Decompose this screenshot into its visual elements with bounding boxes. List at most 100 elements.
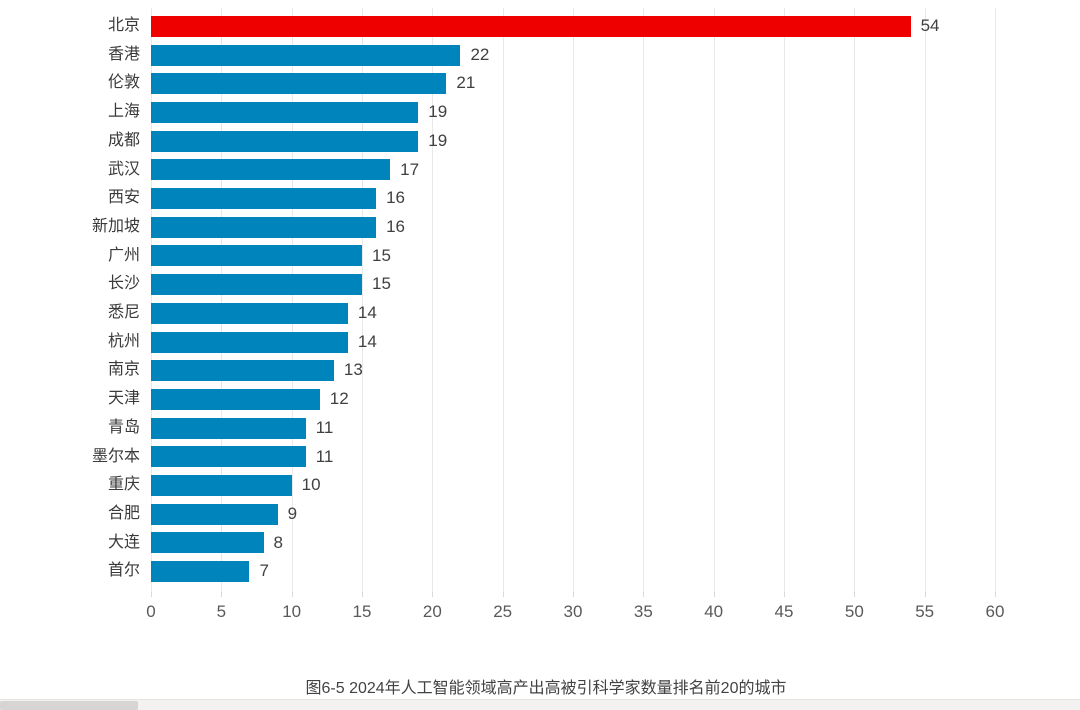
category-label: 悉尼	[107, 304, 140, 321]
bar	[151, 73, 447, 95]
category-label: 杭州	[107, 332, 140, 350]
x-tick-label: 45	[774, 602, 794, 621]
value-label: 14	[357, 331, 377, 351]
value-label: 8	[273, 532, 283, 552]
bar	[151, 388, 320, 410]
x-tick-label: 25	[493, 602, 513, 621]
category-label: 广州	[107, 246, 140, 264]
value-label: 54	[920, 16, 940, 35]
gridline	[573, 8, 574, 592]
axis-tick-mark	[432, 592, 434, 597]
value-label: 19	[428, 102, 448, 122]
gridline	[151, 8, 152, 592]
axis-tick-mark	[221, 592, 223, 597]
x-tick-label: 15	[352, 602, 372, 621]
x-tick-label: 50	[844, 602, 864, 621]
gridline	[854, 8, 856, 592]
category-label: 香港	[107, 45, 140, 63]
value-label: 17	[400, 159, 420, 179]
axis-tick-mark	[643, 592, 645, 597]
axis-tick-mark	[995, 592, 996, 597]
category-label: 成都	[107, 131, 140, 149]
bar-highlighted	[151, 15, 911, 37]
bar	[151, 417, 306, 439]
gridline	[362, 8, 363, 592]
gridline	[784, 8, 785, 592]
axis-tick-mark	[362, 592, 363, 597]
category-label: 长沙	[107, 275, 140, 293]
axis-tick-mark	[573, 592, 574, 597]
value-label: 14	[357, 303, 377, 322]
bar	[151, 331, 348, 353]
x-tick-label: 60	[985, 602, 1005, 621]
axis-tick-mark	[924, 592, 926, 597]
gridline	[291, 8, 293, 592]
value-label: 13	[343, 360, 363, 380]
x-tick-label: 55	[915, 602, 935, 621]
axis-tick-mark	[854, 592, 856, 597]
bar	[151, 274, 362, 296]
category-label: 天津	[107, 390, 140, 408]
bar	[151, 245, 362, 267]
x-tick-label: 20	[422, 602, 442, 621]
value-label: 7	[259, 561, 269, 581]
value-label: 19	[428, 130, 448, 150]
category-label: 首尔	[107, 562, 140, 580]
gridline	[713, 8, 715, 592]
value-label: 16	[386, 188, 405, 208]
bar	[151, 360, 334, 382]
value-label: 12	[329, 389, 349, 409]
chart-caption: 图6-5 2024年人工智能领域高产出高被引科学家数量排名前20的城市	[305, 680, 787, 697]
value-label: 9	[287, 503, 298, 523]
axis-tick-mark	[291, 592, 293, 597]
value-label: 11	[315, 417, 334, 437]
x-tick-label: 30	[563, 602, 583, 621]
bar	[151, 503, 278, 525]
category-label: 北京	[107, 17, 140, 34]
category-label: 重庆	[107, 476, 140, 494]
category-label: 西安	[107, 189, 140, 207]
bar	[151, 130, 419, 152]
bar	[151, 532, 264, 554]
bar	[151, 159, 391, 181]
gridline	[643, 8, 645, 592]
value-label: 21	[456, 73, 476, 93]
gridline	[432, 8, 434, 592]
category-label: 武汉	[107, 160, 140, 178]
gridline	[924, 8, 926, 592]
bar	[151, 302, 348, 324]
category-label: 青岛	[107, 418, 140, 436]
category-label: 南京	[107, 361, 140, 379]
value-label: 16	[386, 216, 405, 236]
bar	[151, 561, 250, 583]
x-tick-label: 5	[216, 602, 227, 621]
bar	[151, 188, 377, 210]
category-label: 大连	[107, 533, 140, 551]
bar	[151, 101, 419, 123]
horizontal-scrollbar-track[interactable]	[0, 699, 1080, 710]
bar	[151, 475, 292, 497]
value-label: 15	[372, 245, 391, 265]
axis-tick-mark	[151, 592, 152, 597]
value-label: 22	[470, 44, 490, 64]
category-label: 伦敦	[107, 74, 140, 92]
horizontal-scrollbar-thumb[interactable]	[0, 701, 138, 710]
bar	[151, 44, 461, 66]
x-tick-label: 40	[704, 602, 724, 621]
category-label: 墨尔本	[91, 447, 140, 465]
gridline	[221, 8, 223, 592]
value-label: 10	[301, 475, 321, 495]
bar	[151, 446, 306, 468]
axis-tick-mark	[502, 592, 504, 597]
category-label: 新加坡	[91, 217, 140, 235]
x-tick-label: 35	[633, 602, 653, 621]
x-tick-label: 0	[146, 602, 156, 621]
value-label: 15	[372, 274, 391, 294]
category-label: 合肥	[107, 504, 140, 522]
x-tick-label: 10	[282, 602, 302, 621]
gridline	[995, 8, 996, 592]
bar	[151, 216, 377, 238]
axis-tick-mark	[713, 592, 715, 597]
axis-tick-mark	[784, 592, 785, 597]
